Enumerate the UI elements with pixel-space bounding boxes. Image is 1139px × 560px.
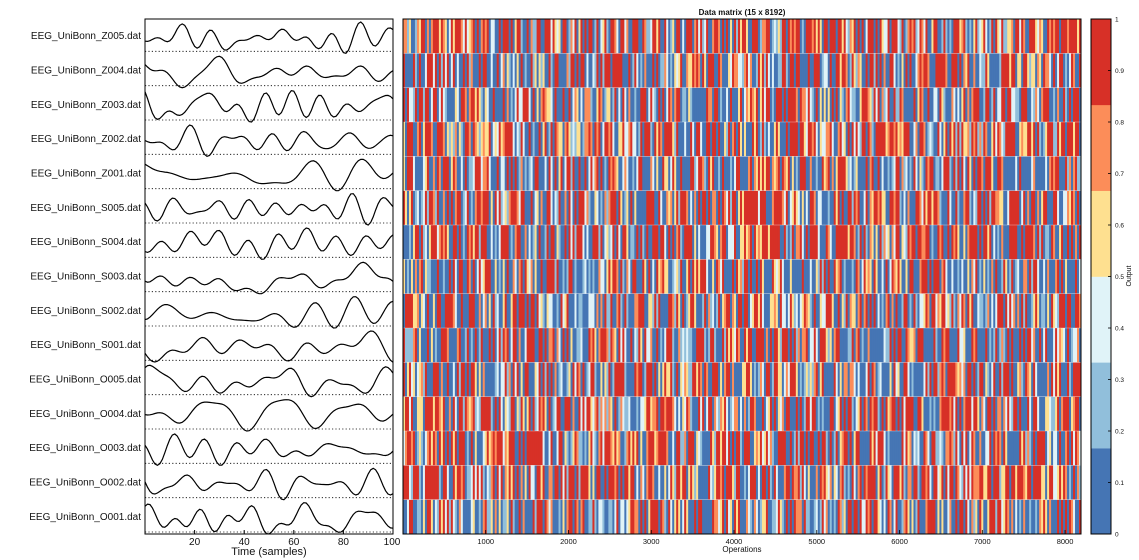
time-series-labels: EEG_UniBonn_Z005.dat EEG_UniBonn_Z004.dat… [29, 31, 141, 523]
colorbar-swatch [1091, 19, 1111, 106]
series-label: EEG_UniBonn_Z004.dat [31, 66, 141, 77]
time-x-tick-label: 80 [338, 537, 350, 548]
time-series-lines [144, 21, 394, 535]
series-line [144, 21, 394, 54]
colorbar-tick-label: 0.4 [1115, 326, 1124, 333]
operations-x-tick-label: 2000 [560, 537, 577, 546]
series-line [144, 364, 394, 398]
series-line [144, 90, 394, 123]
series-label: EEG_UniBonn_S005.dat [30, 203, 141, 214]
colorbar-swatch [1091, 104, 1111, 191]
time-x-tick-label: 40 [239, 537, 251, 548]
colorbar-tick-label: 0 [1115, 532, 1119, 539]
series-line [144, 502, 394, 535]
series-label: EEG_UniBonn_O005.dat [29, 375, 141, 386]
operations-x-tick-label: 6000 [891, 537, 908, 546]
series-label: EEG_UniBonn_Z005.dat [31, 31, 141, 42]
time-x-ticks: 20 40 60 80 100 [189, 530, 401, 548]
series-line [144, 433, 394, 466]
series-label: EEG_UniBonn_O002.dat [29, 478, 141, 489]
series-line [144, 330, 394, 363]
series-line [144, 158, 394, 192]
data-matrix-title: Data matrix (15 x 8192) [699, 8, 786, 17]
time-x-tick-label: 20 [189, 537, 201, 548]
series-line [144, 124, 394, 157]
series-label: EEG_UniBonn_O003.dat [29, 443, 141, 454]
colorbar-swatch [1091, 448, 1111, 535]
operations-x-tick-label: 7000 [974, 537, 991, 546]
series-label: EEG_UniBonn_S002.dat [30, 306, 141, 317]
series-line [144, 55, 394, 89]
colorbar-tick-label: 0.6 [1115, 223, 1124, 230]
operations-x-tick-label: 1000 [477, 537, 494, 546]
series-label: EEG_UniBonn_Z003.dat [31, 100, 141, 111]
colorbar-tick-label: 0.2 [1115, 429, 1124, 436]
operations-x-tick-label: 8000 [1057, 537, 1074, 546]
colorbar-tick-label: 0.7 [1115, 171, 1124, 178]
colorbar-swatches [1091, 19, 1111, 535]
colorbar-tick-label: 0.5 [1115, 274, 1124, 281]
colorbar-swatch [1091, 362, 1111, 449]
time-series-panel: EEG_UniBonn_Z005.dat EEG_UniBonn_Z004.dat… [29, 18, 401, 558]
series-label: EEG_UniBonn_O004.dat [29, 409, 141, 420]
colorbar-tick-label: 1 [1115, 17, 1119, 24]
series-line [144, 399, 394, 432]
colorbar-tick-label: 0.8 [1115, 120, 1124, 127]
data-matrix-panel: Data matrix (15 x 8192) 1000 2000 3000 4000… [402, 8, 1082, 554]
series-label: EEG_UniBonn_O001.dat [29, 512, 141, 523]
operations-x-axis-label: Operations [722, 545, 761, 554]
time-x-tick-label: 60 [288, 537, 300, 548]
colorbar-ticks: 0 0.1 0.2 0.3 0.4 0.5 0.6 0.7 0.8 0.9 1 [1108, 17, 1124, 539]
series-label: EEG_UniBonn_S003.dat [30, 272, 141, 283]
operations-x-ticks: 1000 2000 3000 4000 5000 6000 7000 8000 [477, 530, 1073, 546]
data-matrix-cells [403, 19, 1082, 535]
colorbar: 0 0.1 0.2 0.3 0.4 0.5 0.6 0.7 0.8 0.9 1 Output [1090, 17, 1133, 539]
time-series-baselines [145, 50, 393, 533]
series-line [144, 467, 394, 501]
series-label: EEG_UniBonn_S004.dat [30, 237, 141, 248]
colorbar-label: Output [1126, 265, 1133, 286]
colorbar-tick-label: 0.3 [1115, 377, 1124, 384]
time-x-tick-label: 100 [384, 537, 401, 548]
series-line [144, 193, 394, 226]
time-x-axis-label: Time (samples) [231, 546, 306, 558]
series-label: EEG_UniBonn_Z002.dat [31, 134, 141, 145]
colorbar-swatch [1091, 190, 1111, 277]
series-label: EEG_UniBonn_Z001.dat [31, 169, 141, 180]
series-label: EEG_UniBonn_S001.dat [30, 340, 141, 351]
colorbar-tick-label: 0.9 [1115, 68, 1124, 75]
operations-x-tick-label: 3000 [643, 537, 660, 546]
colorbar-tick-label: 0.1 [1115, 480, 1124, 487]
series-line [144, 296, 394, 329]
operations-x-tick-label: 4000 [726, 537, 743, 546]
colorbar-swatch [1091, 276, 1111, 363]
series-line [144, 227, 394, 260]
operations-x-tick-label: 5000 [808, 537, 825, 546]
series-line [144, 261, 394, 295]
